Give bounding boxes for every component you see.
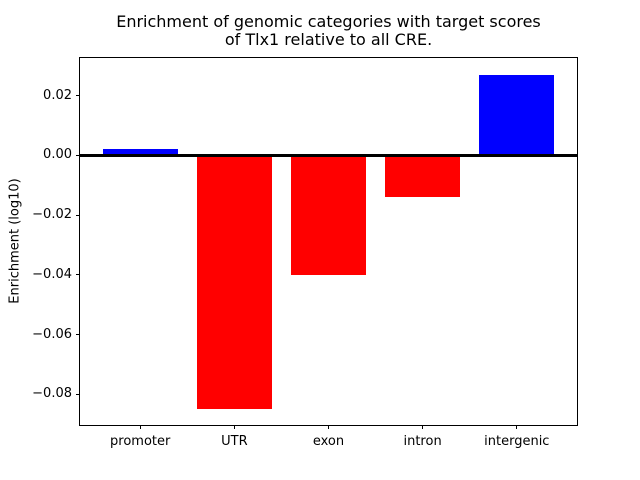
y-tick-label: −0.08 [32,386,72,402]
x-tick-mark [328,425,329,429]
x-tick-label-intergenic: intergenic [484,434,550,449]
x-tick-mark [516,425,518,429]
bar-intergenic [479,74,555,156]
x-tick-mark [422,425,424,429]
x-tick-label-UTR: UTR [221,434,248,449]
y-tick-mark [76,334,80,335]
y-tick-label: 0.00 [43,147,72,163]
y-tick-mark [76,274,80,276]
bar-intron [385,155,461,198]
y-tick-mark [76,154,80,156]
chart-title-line-1: Enrichment of genomic categories with ta… [116,12,541,31]
y-tick-label: −0.06 [32,326,72,342]
bar-exon [290,155,367,275]
y-axis-label: Enrichment (log10) [7,178,23,304]
bar-UTR [196,155,272,410]
y-tick-label: −0.02 [32,207,72,223]
y-tick-label: −0.04 [32,266,72,282]
x-tick-mark [233,425,235,429]
y-tick-mark [76,393,80,395]
y-tick-mark [76,214,80,216]
zero-line [80,153,577,157]
y-tick-label: 0.02 [43,87,72,103]
chart-title: Enrichment of genomic categories with ta… [80,13,577,49]
x-tick-label-intron: intron [403,434,442,449]
x-tick-label-promoter: promoter [110,434,171,449]
y-tick-mark [76,95,80,97]
bar-promoter [102,149,178,156]
x-tick-label-exon: exon [312,434,345,449]
x-tick-mark [139,425,141,429]
chart-title-line-2: of Tlx1 relative to all CRE. [224,30,433,49]
